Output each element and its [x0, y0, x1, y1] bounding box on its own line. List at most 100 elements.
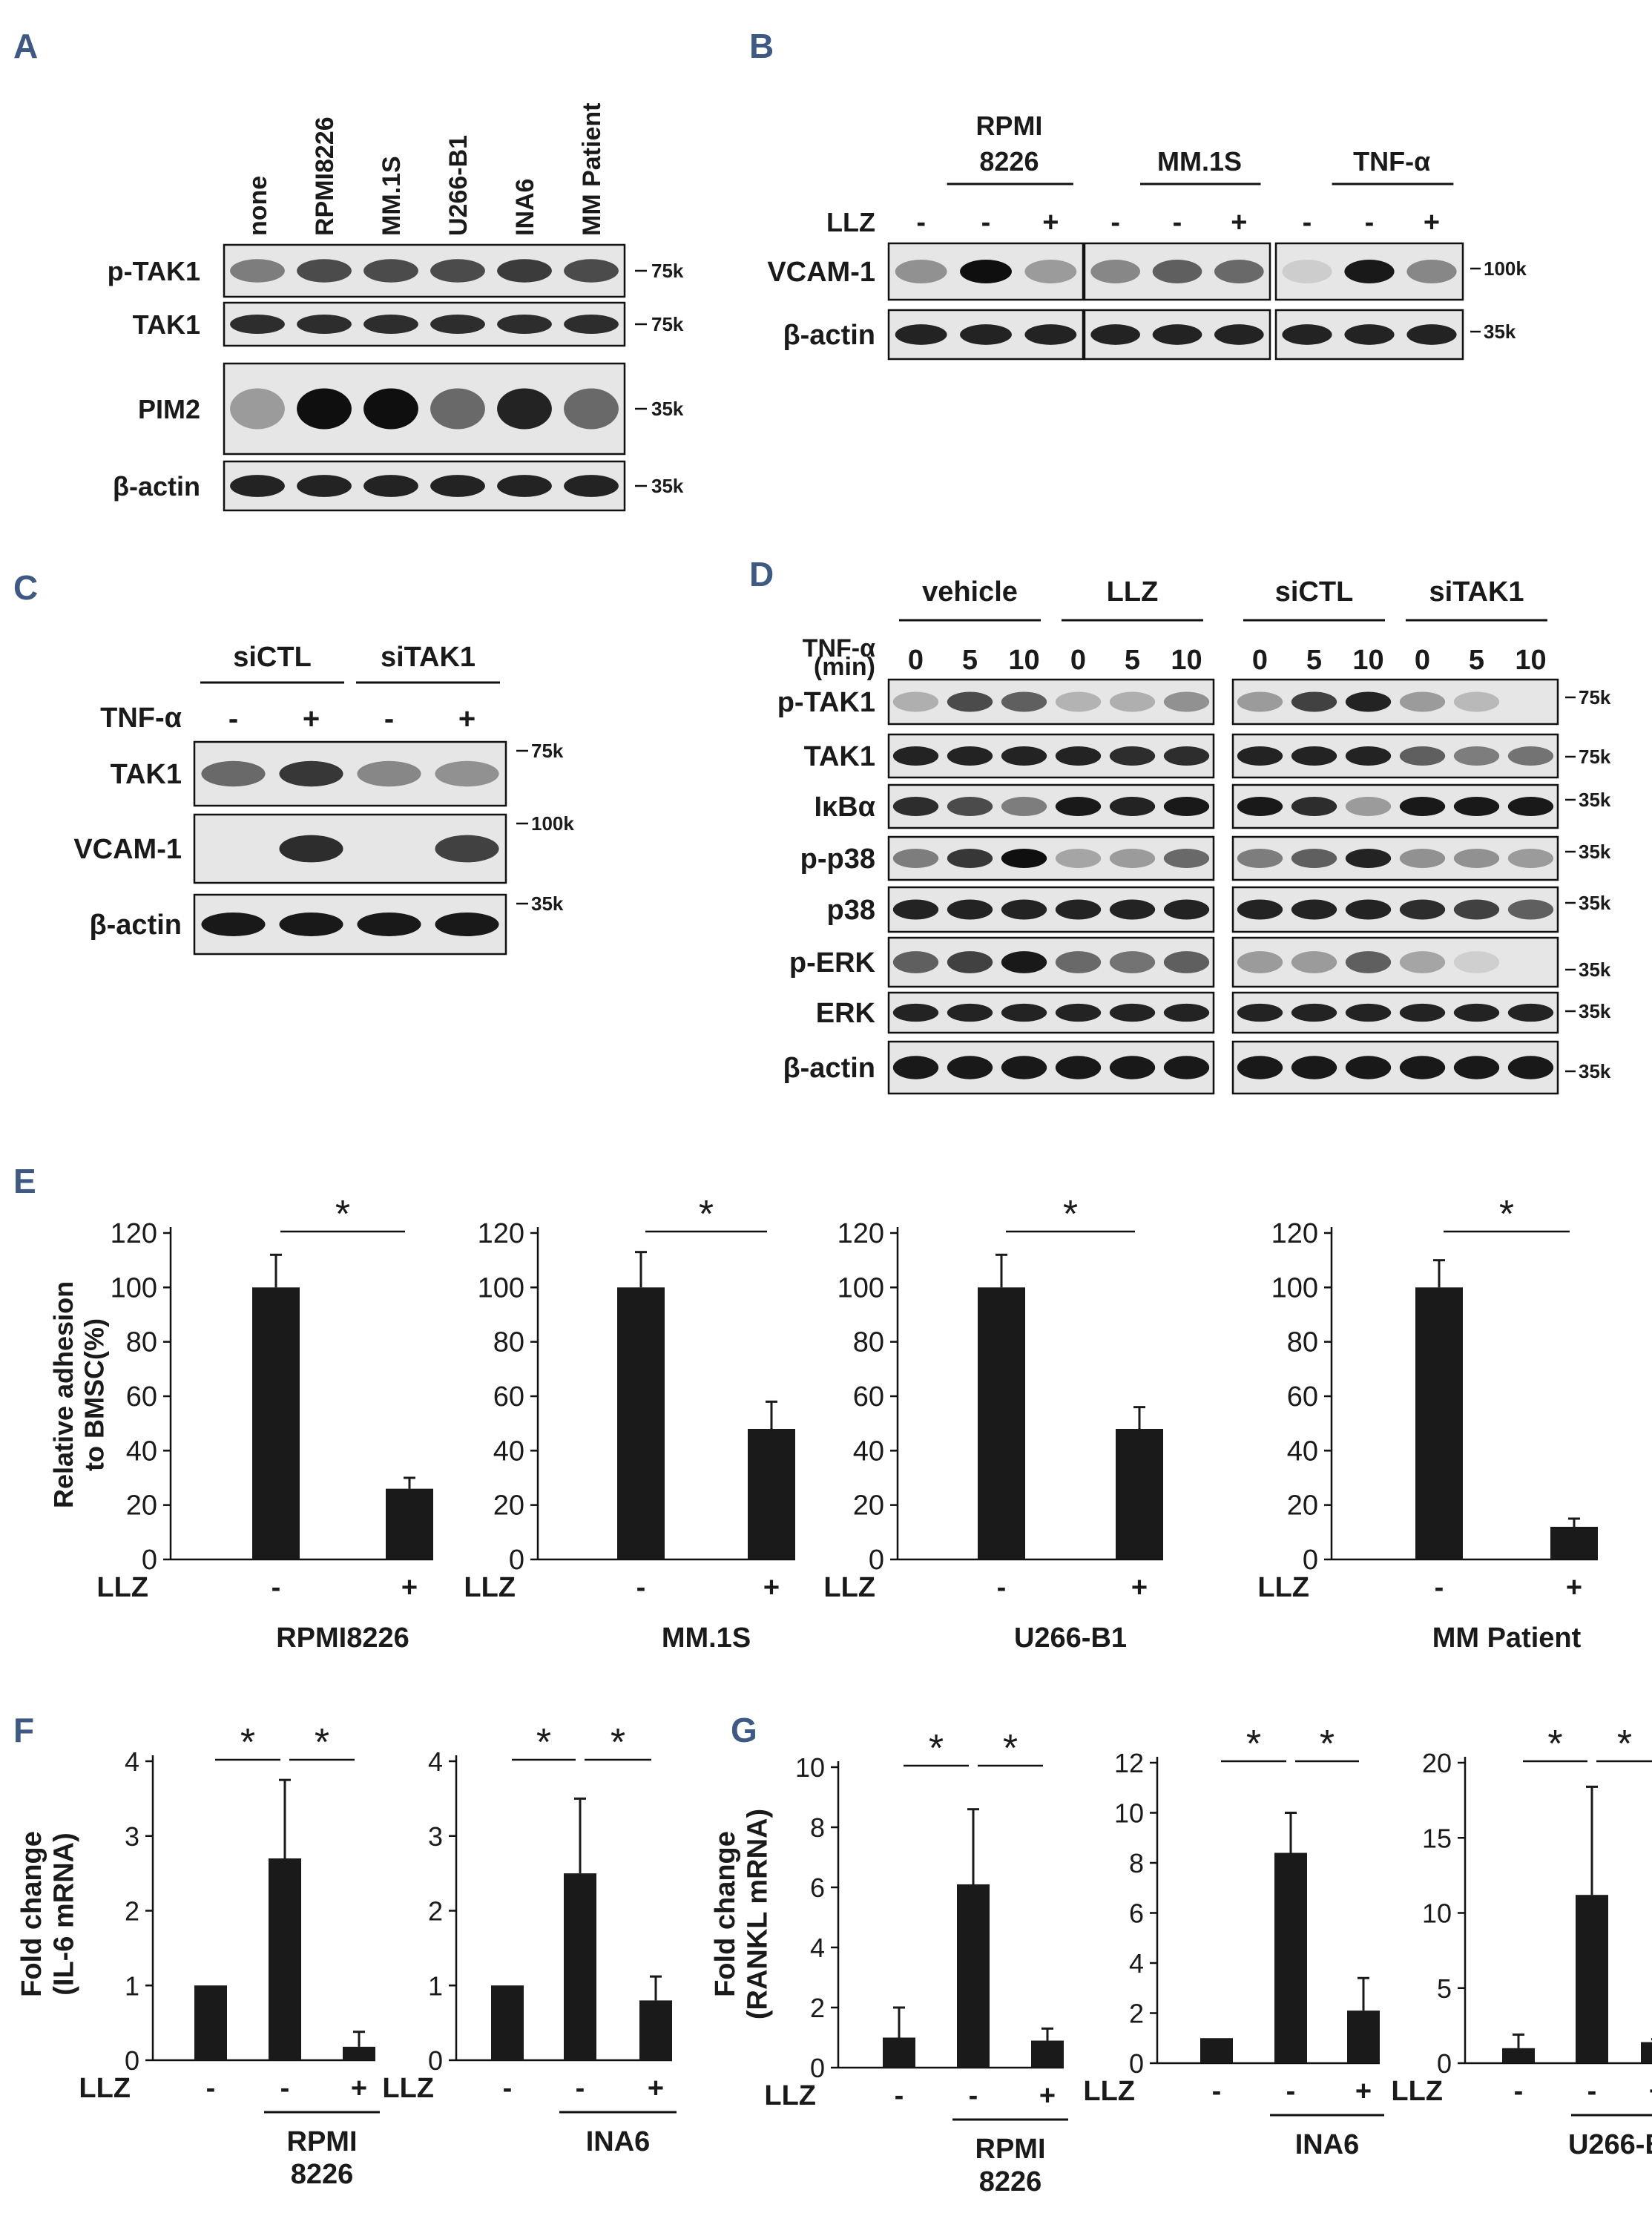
- band: [497, 388, 552, 430]
- band: [1507, 899, 1554, 920]
- time-point: 0: [1415, 645, 1430, 676]
- bar: [1550, 1527, 1598, 1559]
- band: [947, 951, 993, 973]
- blot-strip: [223, 362, 626, 456]
- band: [1214, 324, 1264, 345]
- y-tick-label: 20: [1422, 1748, 1452, 1778]
- sign: -: [1303, 207, 1312, 238]
- band: [1399, 1056, 1446, 1079]
- band: [1109, 746, 1156, 766]
- band: [1001, 746, 1047, 766]
- blot-strip: [1231, 835, 1559, 881]
- group-label: vehicle: [922, 576, 1018, 608]
- band: [892, 1003, 939, 1022]
- group-label: 8226: [979, 146, 1039, 177]
- chart-e-1: 0 20 40 60 80 100 120 - + LLZ * MM.1S: [464, 1193, 795, 1654]
- sign: +: [1042, 207, 1059, 238]
- y-tick-label: 10: [1422, 1898, 1452, 1929]
- group-label: LLZ: [1107, 576, 1159, 608]
- band: [892, 796, 939, 817]
- y-tick-label: 0: [1437, 2048, 1452, 2079]
- significance-mark: *: [699, 1193, 714, 1236]
- band: [1237, 746, 1283, 766]
- treatment-label: TNF-α: [100, 703, 182, 734]
- band: [1406, 324, 1457, 345]
- band: [430, 259, 485, 283]
- y-tick-label: 20: [1287, 1490, 1318, 1522]
- x-category-label: +: [401, 1572, 418, 1603]
- x-category-label: +: [351, 2073, 367, 2104]
- band: [1001, 899, 1047, 920]
- y-tick-label: 8: [1129, 1848, 1144, 1878]
- row-label: p-TAK1: [777, 687, 875, 718]
- band: [1453, 1056, 1500, 1079]
- band: [892, 899, 939, 920]
- significance-mark: *: [1320, 1723, 1335, 1766]
- band: [947, 1003, 993, 1022]
- row-label: p-TAK1: [108, 256, 200, 286]
- x-category-label: -: [1286, 2076, 1296, 2107]
- band: [1291, 796, 1337, 817]
- panel-letter-e: E: [13, 1162, 36, 1200]
- band: [297, 314, 352, 335]
- marker-label: 35k: [1579, 1060, 1611, 1082]
- x-category-label: +: [763, 1572, 780, 1603]
- x-category-label: -: [576, 2073, 585, 2104]
- llz-label: LLZ: [764, 2080, 816, 2111]
- band: [1291, 1003, 1337, 1022]
- band: [430, 388, 485, 430]
- y-tick-label: 0: [142, 1545, 157, 1576]
- sign: -: [1173, 207, 1182, 238]
- x-category-label: -: [969, 2080, 978, 2111]
- y-tick-label: 120: [1271, 1218, 1318, 1249]
- band: [1453, 796, 1500, 817]
- band: [363, 314, 418, 335]
- band: [230, 475, 285, 497]
- y-tick-label: 120: [837, 1218, 884, 1249]
- y-tick-label: 40: [853, 1436, 884, 1467]
- band: [1345, 1003, 1392, 1022]
- band: [1237, 1056, 1283, 1079]
- band: [297, 475, 352, 497]
- bar: [491, 1985, 524, 2060]
- y-tick-label: 40: [126, 1436, 157, 1467]
- y-tick-label: 40: [493, 1436, 524, 1467]
- band: [1282, 260, 1332, 283]
- y-tick-label: 80: [853, 1327, 884, 1358]
- chart-f-5: 0 1 2 3 4 - - + LLZ * * INA6: [382, 1721, 677, 2157]
- blot-strip: [887, 835, 1215, 881]
- llz-label: LLZ: [1083, 2076, 1135, 2107]
- blot-strip: [1231, 678, 1559, 726]
- y-tick-label: 60: [1287, 1381, 1318, 1413]
- band: [947, 848, 993, 869]
- x-category-label: -: [206, 2073, 216, 2104]
- bar: [564, 1873, 596, 2060]
- cell-line-label: U266-B1: [1568, 2129, 1652, 2160]
- y-tick-label: 100: [478, 1272, 524, 1303]
- blot-strip: [1231, 936, 1559, 988]
- bar: [1031, 2040, 1064, 2068]
- time-point: 10: [1171, 645, 1202, 676]
- row-label: VCAM-1: [767, 257, 875, 288]
- y-tick-label: 1: [125, 1970, 139, 2001]
- x-category-label: +: [1355, 2076, 1372, 2107]
- band: [1453, 746, 1500, 766]
- bar: [269, 1858, 301, 2060]
- band: [1024, 324, 1077, 345]
- y-tick-label: 0: [125, 2045, 139, 2076]
- time-point: 5: [1125, 645, 1140, 676]
- chart-e-2: 0 20 40 60 80 100 120 - + LLZ * U266-B1: [823, 1193, 1163, 1654]
- y-tick-label: 0: [1129, 2048, 1144, 2079]
- sign: -: [384, 703, 394, 735]
- bar: [194, 1985, 227, 2060]
- band: [1282, 324, 1332, 345]
- y-tick-label: 8: [810, 1812, 825, 1843]
- sign: +: [303, 703, 320, 735]
- y-tick-label: 60: [853, 1381, 884, 1413]
- band: [1214, 260, 1264, 283]
- band: [1001, 1003, 1047, 1022]
- band: [363, 388, 418, 430]
- band: [1237, 951, 1283, 973]
- y-tick-label: 0: [810, 2053, 825, 2083]
